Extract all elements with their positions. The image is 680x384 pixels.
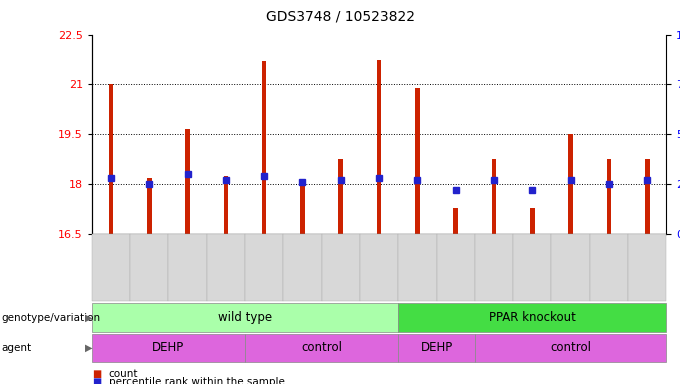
Bar — [607, 159, 611, 234]
Text: percentile rank within the sample: percentile rank within the sample — [109, 377, 285, 384]
Bar — [339, 159, 343, 234]
Bar — [377, 60, 381, 234]
Bar — [109, 84, 114, 234]
Bar — [300, 179, 305, 234]
Text: DEHP: DEHP — [152, 341, 184, 354]
Bar — [262, 61, 267, 234]
Bar — [147, 178, 152, 234]
Bar — [185, 129, 190, 234]
Text: wild type: wild type — [218, 311, 272, 324]
Text: DEHP: DEHP — [420, 341, 453, 354]
Bar — [415, 88, 420, 234]
Text: ■: ■ — [92, 377, 101, 384]
Text: agent: agent — [1, 343, 31, 353]
Bar — [530, 208, 534, 234]
Bar — [568, 134, 573, 234]
Bar — [454, 208, 458, 234]
Bar — [645, 159, 649, 234]
Text: ▶: ▶ — [85, 313, 92, 323]
Text: ▶: ▶ — [85, 343, 92, 353]
Text: PPAR knockout: PPAR knockout — [489, 311, 576, 324]
Text: control: control — [301, 341, 342, 354]
Text: ■: ■ — [92, 369, 101, 379]
Bar — [224, 176, 228, 234]
Text: genotype/variation: genotype/variation — [1, 313, 101, 323]
Text: count: count — [109, 369, 138, 379]
Bar — [492, 159, 496, 234]
Text: control: control — [550, 341, 591, 354]
Text: GDS3748 / 10523822: GDS3748 / 10523822 — [265, 10, 415, 23]
